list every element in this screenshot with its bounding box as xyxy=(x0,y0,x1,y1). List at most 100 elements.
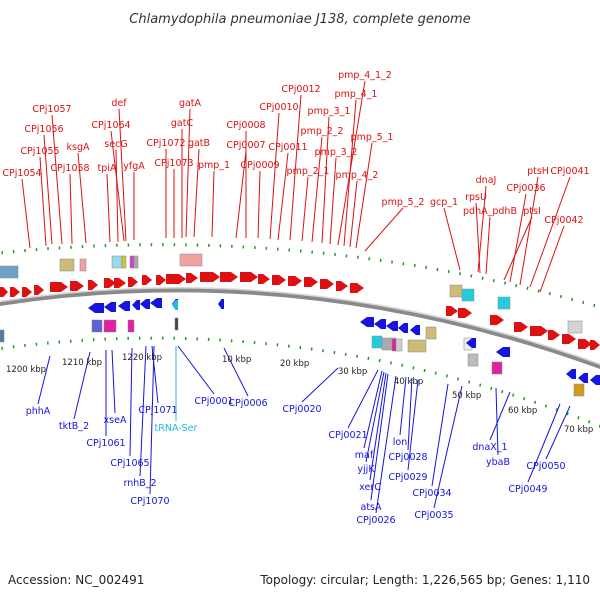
accession-text: Accession: NC_002491 xyxy=(8,573,145,587)
gene-label-gcp-1: gcp_1 xyxy=(430,197,458,208)
gene-label-cpj1071: CPj1071 xyxy=(138,405,177,416)
gene-label-cpj1055: CPj1055 xyxy=(20,146,59,157)
gene-label-xerc: xerC xyxy=(359,482,381,493)
gene-callout-line xyxy=(118,108,127,242)
gene-label-cpj0010: CPj0010 xyxy=(259,102,298,113)
scale-labels: 1200 kbp 1210 kbp 1220 kbp 10 kbp 20 kbp 30 k… xyxy=(6,353,593,435)
feature-box xyxy=(371,335,383,349)
gene-label-cpj0029: CPj0029 xyxy=(388,472,427,483)
scale-label: 60 kbp xyxy=(508,406,537,416)
gene-label-cpj1070: CPj1070 xyxy=(130,496,169,507)
forward-gene-arrow xyxy=(562,334,576,344)
gene-label-cpj0036: CPj0036 xyxy=(506,183,545,194)
gene-label-pmp-4-2: pmp_4_2 xyxy=(336,170,379,181)
feature-box xyxy=(59,258,75,272)
reverse-gene-arrow xyxy=(132,300,140,310)
gene-label-pmp-5-1: pmp_5_1 xyxy=(351,132,394,143)
forward-strand-arrows xyxy=(0,272,600,350)
gene-label-cpj0020: CPj0020 xyxy=(282,404,321,415)
gene-callout-line xyxy=(289,94,302,241)
genome-summary-text: Topology: circular; Length: 1,226,565 bp… xyxy=(260,573,590,587)
gene-label-secg: secG xyxy=(104,139,127,150)
gene-callout-line xyxy=(39,156,47,247)
scale-label: 50 kbp xyxy=(452,391,481,401)
gene-label-cpj1056: CPj1056 xyxy=(24,124,63,135)
feature-box xyxy=(467,353,479,367)
scale-label: 1220 kbp xyxy=(122,353,162,363)
gene-callout-line xyxy=(347,369,379,429)
reverse-gene-arrow xyxy=(386,321,398,331)
gene-callout-line xyxy=(129,347,133,457)
gene-callout-line xyxy=(329,157,337,245)
forward-gene-arrow xyxy=(0,287,8,297)
gene-callout-line xyxy=(443,207,461,271)
gene-label-trna-ser: tRNA-Ser xyxy=(155,423,198,434)
forward-gene-arrow xyxy=(272,275,286,285)
gene-callout-line xyxy=(321,116,330,244)
scale-label: 70 kbp xyxy=(564,425,593,435)
gene-callout-line xyxy=(509,193,527,283)
gene-callout-line xyxy=(21,178,31,249)
gene-callout-line xyxy=(301,367,339,403)
gene-label-cpj0006: CPj0006 xyxy=(228,398,267,409)
gene-callout-line xyxy=(355,142,373,249)
forward-gene-arrow xyxy=(446,306,458,316)
forward-gene-arrow xyxy=(578,339,592,349)
gene-label-gatc: gatC xyxy=(171,118,194,129)
feature-box xyxy=(127,319,135,333)
gene-label-dnax-1: dnaX_1 xyxy=(472,442,507,453)
gene-label-pmp-2-2: pmp_2_2 xyxy=(301,126,344,137)
genome-backbone xyxy=(0,287,600,370)
gene-callout-line xyxy=(545,405,571,460)
gene-label-pmp-2-1: pmp_2_1 xyxy=(287,166,330,177)
gene-label-yfga: yfgA xyxy=(123,161,145,172)
forward-gene-arrow xyxy=(34,285,44,295)
gene-callout-line xyxy=(475,202,481,274)
gene-callout-line xyxy=(519,176,539,286)
gene-label-cpj0001: CPj0001 xyxy=(194,396,233,407)
scale-label: 30 kbp xyxy=(338,367,367,377)
scale-label: 40 kbp xyxy=(394,377,423,387)
feature-box xyxy=(449,284,463,298)
forward-gene-arrow xyxy=(142,275,152,285)
gene-label-cpj0008: CPj0008 xyxy=(226,120,265,131)
gene-label-cpj0012: CPj0012 xyxy=(281,84,320,95)
feature-box xyxy=(497,296,511,310)
gene-label-cpj0011: CPj0011 xyxy=(268,142,307,153)
gene-label-cpj1058: CPj1058 xyxy=(50,163,89,174)
gene-callout-line xyxy=(503,216,533,281)
feature-box xyxy=(491,361,503,375)
gene-callout-line xyxy=(193,148,200,238)
gene-label-rpsu: rpsU xyxy=(465,192,487,203)
forward-gene-arrow xyxy=(240,272,258,282)
reverse-gene-arrow xyxy=(374,319,386,329)
gene-label-atsa: atsA xyxy=(361,502,382,513)
forward-gene-arrow xyxy=(10,287,20,297)
gene-callout-line xyxy=(69,173,73,245)
feature-box xyxy=(133,255,139,269)
inner-tick-ring xyxy=(0,336,600,428)
gene-callout-line xyxy=(269,112,280,240)
gene-label-maf: maf xyxy=(355,450,374,461)
reverse-gene-arrow xyxy=(496,347,510,357)
forward-gene-arrow xyxy=(530,326,548,336)
forward-gene-arrow xyxy=(490,315,504,325)
gene-label-yjjk: yjjK xyxy=(357,464,375,475)
forward-gene-arrow xyxy=(548,330,560,340)
scale-label: 1200 kbp xyxy=(6,365,46,375)
gene-label-cpj1054: CPj1054 xyxy=(2,168,41,179)
gene-label-cpj0034: CPj0034 xyxy=(412,488,451,499)
gene-label-pmp-1: pmp_1 xyxy=(198,160,230,171)
gene-labels: CPj1054 CPj1055 CPj1056 CPj1057 CPj1058 ksgA t… xyxy=(2,70,589,526)
gene-callout-line xyxy=(257,170,261,239)
genome-backbone-highlight xyxy=(0,287,600,366)
gene-callout-line xyxy=(43,134,53,245)
gene-label-ptsh: ptsH xyxy=(527,166,549,177)
scale-label: 20 kbp xyxy=(280,359,309,369)
feature-box xyxy=(0,329,5,343)
feature-box xyxy=(0,265,19,279)
reverse-gene-arrow xyxy=(410,325,420,335)
gene-callout-line xyxy=(363,370,383,449)
gene-callout-line xyxy=(407,377,413,451)
